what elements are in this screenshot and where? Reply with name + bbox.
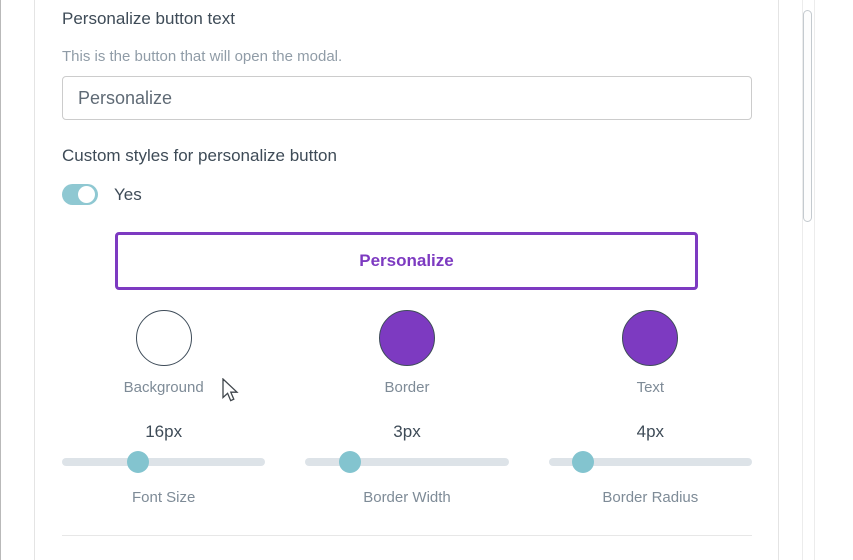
- text-color-picker: Text: [549, 310, 752, 396]
- font-size-value: 16px: [145, 422, 183, 441]
- button-text-input[interactable]: [62, 76, 752, 120]
- modal-left-edge: [0, 0, 1, 560]
- border-color-swatch[interactable]: [378, 310, 435, 366]
- font-size-slider-knob[interactable]: [127, 451, 150, 473]
- border-width-slider-track[interactable]: [305, 458, 509, 466]
- preview-button-label: Personalize: [359, 251, 454, 270]
- section-divider: [62, 535, 752, 536]
- custom-styles-toggle-row: Yes: [62, 184, 142, 205]
- background-color-swatch[interactable]: [135, 310, 192, 366]
- color-pickers-row: Background Border Text: [62, 310, 752, 396]
- text-color-label: Text: [636, 379, 665, 396]
- font-size-label: Font Size: [131, 489, 196, 506]
- border-width-slider-knob[interactable]: [339, 451, 362, 473]
- border-radius-slider[interactable]: [548, 451, 752, 473]
- border-width-value: 3px: [393, 422, 421, 441]
- font-size-slider-group: 16px Font Size: [62, 422, 266, 506]
- custom-styles-toggle[interactable]: [62, 184, 98, 205]
- border-radius-value: 4px: [636, 422, 665, 441]
- border-radius-slider-group: 4px Border Radius: [548, 422, 752, 506]
- background-color-label: Background: [123, 379, 204, 396]
- border-color-picker: Border: [305, 310, 508, 396]
- custom-styles-heading: Custom styles for personalize button: [62, 146, 337, 165]
- scrollbar[interactable]: [802, 0, 815, 560]
- panel-border-left: [34, 0, 35, 560]
- border-radius-slider-track[interactable]: [548, 458, 752, 466]
- border-color-label: Border: [384, 379, 430, 396]
- toggle-label: Yes: [114, 184, 142, 204]
- scrollbar-thumb[interactable]: [803, 10, 812, 222]
- text-color-swatch[interactable]: [622, 310, 679, 366]
- border-width-slider-group: 3px Border Width: [305, 422, 509, 506]
- font-size-slider[interactable]: [62, 451, 266, 473]
- border-width-slider[interactable]: [305, 451, 509, 473]
- panel-border-right: [778, 0, 779, 560]
- toggle-knob: [78, 186, 95, 203]
- personalize-preview-button[interactable]: Personalize: [115, 232, 698, 290]
- button-text-description: This is the button that will open the mo…: [62, 48, 343, 65]
- border-radius-slider-knob[interactable]: [572, 451, 595, 473]
- font-size-slider-track[interactable]: [62, 458, 266, 466]
- border-width-label: Border Width: [363, 489, 451, 506]
- button-text-heading: Personalize button text: [62, 9, 235, 28]
- border-radius-label: Border Radius: [602, 489, 699, 506]
- background-color-picker: Background: [62, 310, 265, 396]
- sliders-row: 16px Font Size 3px Border Width 4px Bord…: [62, 422, 752, 506]
